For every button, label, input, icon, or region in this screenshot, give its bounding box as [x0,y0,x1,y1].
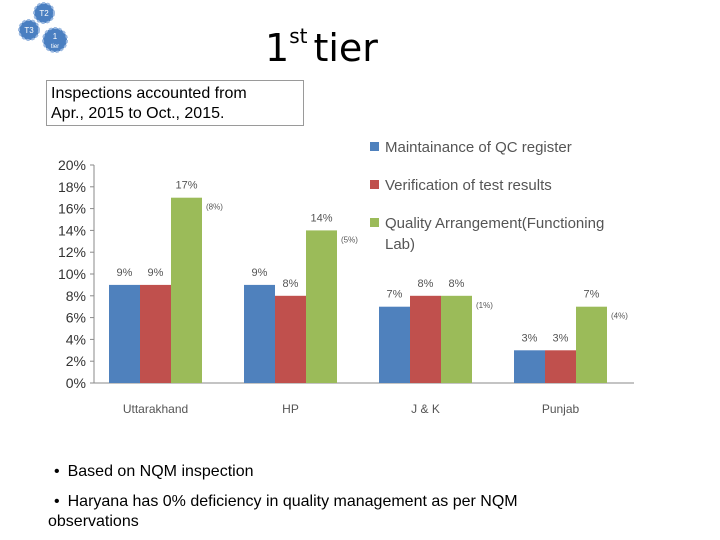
note-text-1: Based on NQM inspection [67,463,254,480]
callout-line-2: Apr., 2015 to Oct., 2015. [51,105,225,122]
bar [545,350,576,383]
legend-label: Verification of test results [385,177,552,194]
title-superscript: st [289,24,308,48]
y-tick-label: 10% [58,266,86,282]
legend-label-line: Lab) [385,236,415,253]
bar-annotation: (5%) [341,235,358,244]
bar [576,306,607,383]
data-label: 9% [252,267,268,279]
data-label: 17% [175,180,197,192]
y-tick-label: 18% [58,179,86,195]
logo-label-center: 1 [53,32,58,41]
logo: T2 T3 1 tier [18,2,68,53]
data-label: 3% [553,332,569,344]
bar [140,284,171,383]
data-label: 7% [584,289,600,301]
bar-annotation: (8%) [206,203,223,212]
note-text-2a: Haryana has 0% deficiency in quality man… [67,493,518,510]
legend-label-line: Maintainance of QC register [385,139,572,156]
gear-icon-top: T2 [33,2,55,24]
notes: • Based on NQM inspection • Haryana has 0%… [48,462,688,532]
legend-swatch [370,142,379,151]
bar-chart: 0% 2% 4% 6% 8% 10% 12% 14% 16% 18% 20% 9% 9% 17% (8%) U… [58,139,634,416]
data-label: 8% [418,278,434,290]
legend-label: Maintainance of QC register [385,139,572,156]
y-tick-label: 4% [66,331,86,347]
bar [275,295,306,383]
y-tick-label: 14% [58,222,86,238]
legend-label-line: Verification of test results [385,177,552,194]
x-tick-label: HP [282,402,299,416]
legend-swatch [370,218,379,227]
note-item-2: • Haryana has 0% deficiency in quality ma… [48,492,688,532]
legend-label-line: Quality Arrangement(Functioning [385,215,604,232]
bar [410,295,441,383]
x-tick-label: Punjab [542,402,580,416]
data-label: 14% [310,212,332,224]
logo-label-center-sub: tier [51,44,59,50]
bullet-icon: • [54,463,60,480]
y-tick-label: 16% [58,201,86,217]
bar [514,350,545,383]
bar [379,306,410,383]
data-label: 7% [387,289,403,301]
y-tick-label: 2% [66,353,86,369]
data-label: 9% [148,267,164,279]
bar [306,230,337,383]
y-tick-label: 20% [58,157,86,173]
x-tick-label: J & K [411,402,440,416]
bar [244,284,275,383]
data-label: 9% [117,267,133,279]
bullet-icon: • [54,493,60,510]
x-tick-label: Uttarakhand [123,402,188,416]
legend-label: Quality Arrangement(Functioning Lab) [385,215,604,253]
bar-annotation: (4%) [611,312,628,321]
note-item-1: • Based on NQM inspection [48,462,688,482]
y-tick-label: 0% [66,375,86,391]
note-text-2b: observations [48,513,139,530]
callout-line-1: Inspections accounted from [51,85,247,102]
y-tick-label: 8% [66,288,86,304]
page-title: 1st tier [265,26,378,67]
data-label: 8% [283,278,299,290]
y-tick-label: 12% [58,244,86,260]
bar [109,284,140,383]
bar [441,295,472,383]
title-number: 1 [265,26,290,70]
title-word: tier [313,26,378,70]
legend-swatch [370,180,379,189]
y-tick-label: 6% [66,310,86,326]
bar-annotation: (1%) [476,301,493,310]
gear-icon-center: 1 tier [42,27,68,53]
inspection-period-callout: Inspections accounted from Apr., 2015 to… [46,80,304,126]
logo-label-top: T2 [39,9,49,18]
bar [171,197,202,383]
logo-label-left: T3 [24,26,34,35]
data-label: 3% [522,332,538,344]
gear-icon-left: T3 [18,19,40,41]
data-label: 8% [449,278,465,290]
